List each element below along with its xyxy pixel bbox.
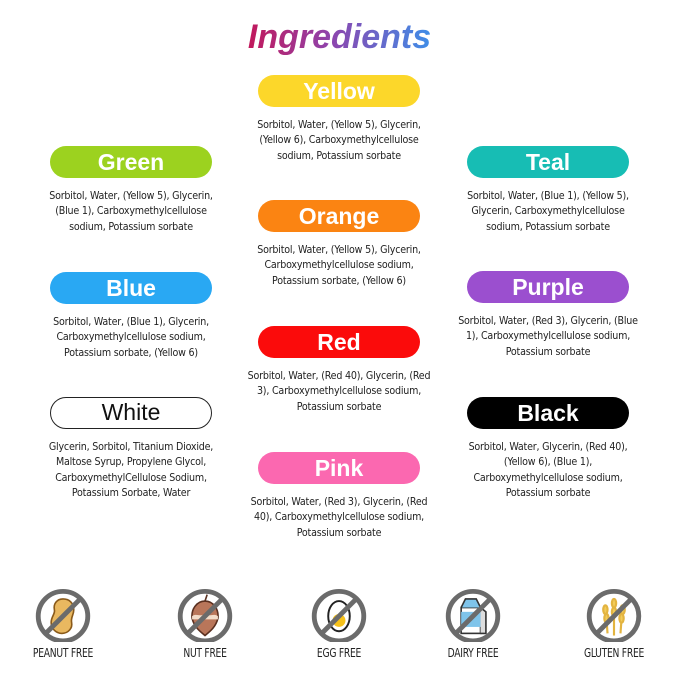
color-label-pill: Red <box>258 326 420 358</box>
color-label-pill: Purple <box>467 271 629 303</box>
ingredients-text: Sorbitol, Water, (Red 40), Glycerin, (Re… <box>247 370 431 413</box>
color-block-orange: Orange Sorbitol, Water, (Yellow 5), Glyce… <box>239 200 439 289</box>
page-title: Ingredients <box>0 14 679 60</box>
color-label-pill: Green <box>50 146 212 178</box>
badge-peanut-free: PEANUT FREE <box>3 586 123 660</box>
ingredients-text: Sorbitol, Water, (Yellow 5), Glycerin, (… <box>257 119 421 162</box>
ingredients-text: Sorbitol, Water, (Red 3), Glycerin, (Blu… <box>458 315 638 358</box>
color-block-black: Black Sorbitol, Water, Glycerin, (Red 40)… <box>448 397 648 502</box>
badge-label: GLUTEN FREE <box>583 646 645 660</box>
color-label-pill: White <box>50 397 212 429</box>
ingredients-text: Sorbitol, Water, (Yellow 5), Glycerin, (… <box>49 190 213 233</box>
egg-icon <box>311 588 367 642</box>
peanut-icon <box>35 588 91 642</box>
nut-icon <box>177 588 233 642</box>
color-label-pill: Pink <box>258 452 420 484</box>
ingredients-text: Sorbitol, Water, (Yellow 5), Glycerin, C… <box>257 244 421 287</box>
color-block-white: White Glycerin, Sorbitol, Titanium Dioxid… <box>31 397 231 502</box>
color-label-pill: Yellow <box>258 75 420 107</box>
badge-gluten-free: GLUTEN FREE <box>554 586 674 660</box>
color-block-blue: Blue Sorbitol, Water, (Blue 1), Glycerin,… <box>31 272 231 361</box>
ingredients-text: Sorbitol, Water, (Red 3), Glycerin, (Red… <box>250 496 428 539</box>
badge-dairy-free: DAIRY FREE <box>413 586 533 660</box>
title-text: Ingredients <box>247 18 432 56</box>
ingredients-text: Sorbitol, Water, Glycerin, (Red 40), (Ye… <box>468 441 628 500</box>
ingredients-text: Sorbitol, Water, (Blue 1), Glycerin, Car… <box>53 316 209 359</box>
color-block-yellow: Yellow Sorbitol, Water, (Yellow 5), Glyce… <box>239 75 439 164</box>
wheat-icon <box>586 588 642 642</box>
badge-nut-free: NUT FREE <box>145 586 265 660</box>
milk-carton-icon <box>445 588 501 642</box>
color-label-pill: Black <box>467 397 629 429</box>
badge-label: EGG FREE <box>316 646 362 660</box>
color-block-teal: Teal Sorbitol, Water, (Blue 1), (Yellow 5… <box>448 146 648 235</box>
ingredients-text: Sorbitol, Water, (Blue 1), (Yellow 5), G… <box>467 190 629 233</box>
badge-label: NUT FREE <box>183 646 227 660</box>
color-label-pill: Teal <box>467 146 629 178</box>
color-label-pill: Blue <box>50 272 212 304</box>
color-block-red: Red Sorbitol, Water, (Red 40), Glycerin, … <box>239 326 439 415</box>
ingredients-text: Glycerin, Sorbitol, Titanium Dioxide, Ma… <box>48 441 214 500</box>
color-block-purple: Purple Sorbitol, Water, (Red 3), Glycerin… <box>448 271 648 360</box>
badge-label: DAIRY FREE <box>447 646 499 660</box>
color-label-pill: Orange <box>258 200 420 232</box>
badge-egg-free: EGG FREE <box>279 586 399 660</box>
badge-label: PEANUT FREE <box>32 646 94 660</box>
color-block-green: Green Sorbitol, Water, (Yellow 5), Glycer… <box>31 146 231 235</box>
color-block-pink: Pink Sorbitol, Water, (Red 3), Glycerin, … <box>239 452 439 541</box>
